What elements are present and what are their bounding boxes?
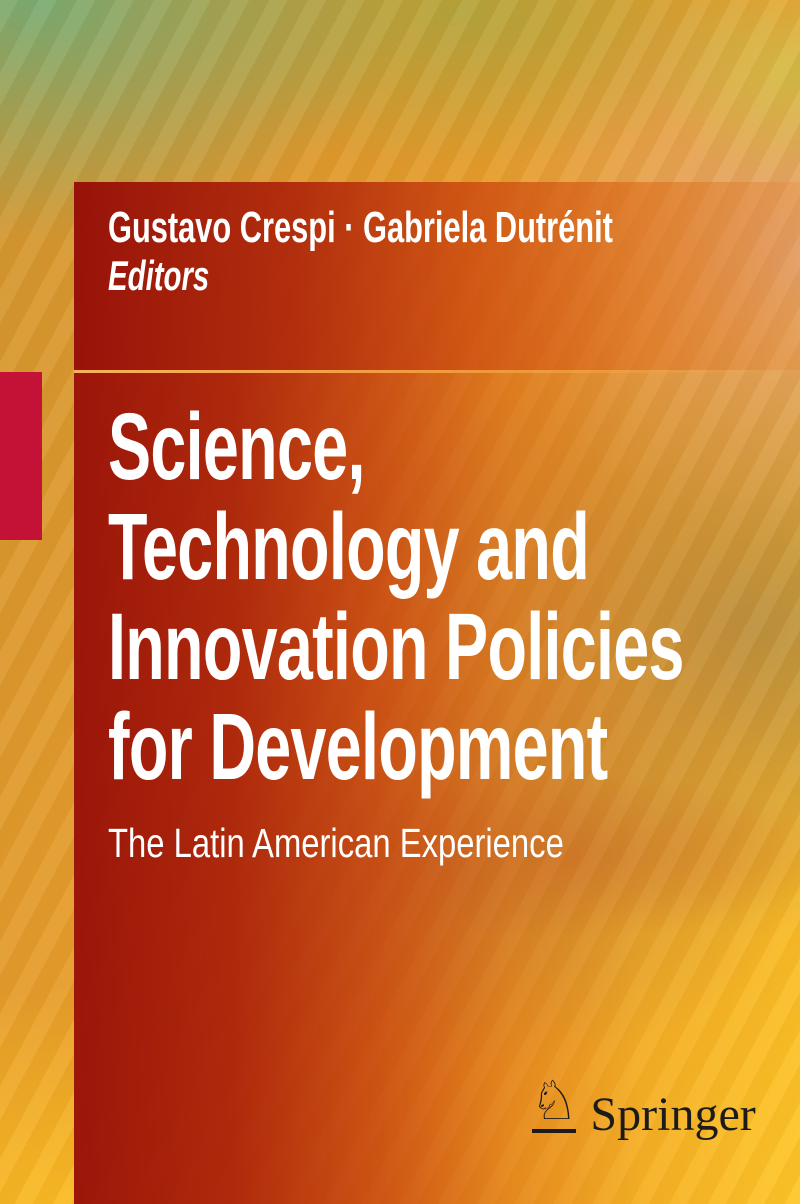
panel-divider bbox=[74, 370, 800, 373]
springer-horse-underline bbox=[532, 1129, 577, 1133]
book-title: Science, Technology and Innovation Polic… bbox=[108, 397, 800, 797]
publisher-name: Springer bbox=[590, 1088, 756, 1141]
book-subtitle: The Latin American Experience bbox=[108, 820, 564, 866]
title-line-1: Science, bbox=[108, 394, 365, 500]
publisher-logo: ♘ Springer bbox=[530, 1069, 756, 1139]
authors: Gustavo Crespi · Gabriela Dutrénit bbox=[108, 203, 613, 252]
springer-horse-glyph: ♘ bbox=[530, 1069, 579, 1132]
author-panel: Gustavo Crespi · Gabriela Dutrénit Edito… bbox=[74, 182, 800, 370]
springer-horse-icon: ♘ bbox=[530, 1069, 579, 1133]
title-line-3: Innovation Policies bbox=[108, 594, 684, 700]
title-line-2: Technology and bbox=[108, 494, 590, 600]
spine-tab bbox=[0, 372, 42, 540]
title-panel: Science, Technology and Innovation Polic… bbox=[74, 373, 800, 1204]
title-line-4: for Development bbox=[108, 694, 608, 800]
editors-label: Editors bbox=[108, 252, 210, 299]
